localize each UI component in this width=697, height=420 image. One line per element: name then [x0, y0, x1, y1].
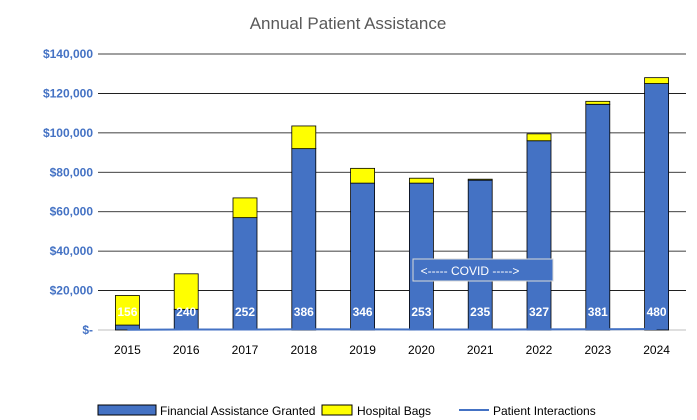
bar-financial-assistance [350, 182, 376, 331]
data-labels: 156 240 252 386 346 253 235 327 381 480 [117, 305, 667, 319]
data-label-patient-interactions: 386 [294, 305, 314, 319]
x-tick-label: 2018 [290, 343, 317, 357]
bar-hospital-bags [291, 125, 317, 150]
bar-financial-assistance [232, 217, 258, 331]
x-tick-label: 2017 [232, 343, 259, 357]
y-tick-label: $140,000 [43, 47, 93, 61]
data-label-patient-interactions: 346 [353, 305, 373, 319]
legend: Financial Assistance Granted Hospital Ba… [97, 404, 596, 418]
y-tick-label: $20,000 [50, 284, 94, 298]
bar-hospital-bags [115, 295, 140, 326]
bar-financial-assistance [408, 182, 434, 331]
data-label-patient-interactions: 240 [176, 305, 196, 319]
bar-hospital-bags [644, 77, 669, 84]
bar-financial-assistance [585, 103, 611, 331]
line-series [127, 328, 657, 331]
x-tick-label: 2021 [467, 343, 494, 357]
data-label-patient-interactions: 235 [470, 305, 490, 319]
y-tick-label: $120,000 [43, 86, 93, 100]
bar-hospital-bags [173, 273, 199, 310]
y-tick-label: $60,000 [50, 205, 94, 219]
bar-hospital-bags [408, 177, 434, 184]
bar-hospital-bags [232, 197, 258, 219]
covid-annotation-box [412, 258, 554, 282]
legend-label-financial-assistance: Financial Assistance Granted [160, 404, 315, 418]
bar-hospital-bags [526, 133, 552, 142]
bar-financial-assistance [291, 148, 317, 331]
line-patient-interactions [127, 328, 657, 331]
bar-financial-assistance [526, 140, 552, 331]
x-tick-label: 2016 [173, 343, 200, 357]
chart-title: Annual Patient Assistance [250, 14, 447, 33]
y-tick-label: $- [82, 323, 93, 337]
data-label-patient-interactions: 252 [235, 305, 255, 319]
x-tick-label: 2022 [526, 343, 553, 357]
data-label-patient-interactions: 327 [529, 305, 549, 319]
bar-hospital-bags [585, 100, 611, 105]
legend-swatch-financial-assistance [97, 404, 157, 416]
covid-annotation: <----- COVID -----> [421, 264, 520, 278]
x-tick-label: 2023 [584, 343, 611, 357]
x-tick-label: 2019 [349, 343, 376, 357]
legend-label-patient-interactions: Patient Interactions [493, 404, 596, 418]
covid-annotation-group: <----- COVID -----> [412, 258, 554, 282]
x-tick-label: 2015 [114, 343, 141, 357]
y-axis-ticks: $- $20,000 $40,000 $60,000 $80,000 $100,000 $1… [43, 47, 93, 337]
bar-financial-assistance [644, 83, 669, 331]
x-tick-label: 2024 [643, 343, 670, 357]
x-tick-label: 2020 [408, 343, 435, 357]
data-label-patient-interactions: 156 [117, 305, 137, 319]
data-label-patient-interactions: 253 [411, 305, 431, 319]
bar-hospital-bags [350, 167, 376, 184]
data-label-patient-interactions: 381 [588, 305, 608, 319]
bar-hospital-bags [467, 178, 493, 181]
data-label-patient-interactions: 480 [647, 305, 667, 319]
y-tick-label: $100,000 [43, 126, 93, 140]
y-tick-label: $80,000 [50, 165, 94, 179]
legend-swatch-hospital-bags [321, 404, 353, 416]
x-axis-ticks: 2015 2016 2017 2018 2019 2020 2021 2022 2023 2024 [114, 343, 670, 357]
legend-label-hospital-bags: Hospital Bags [357, 404, 431, 418]
y-tick-label: $40,000 [50, 244, 94, 258]
